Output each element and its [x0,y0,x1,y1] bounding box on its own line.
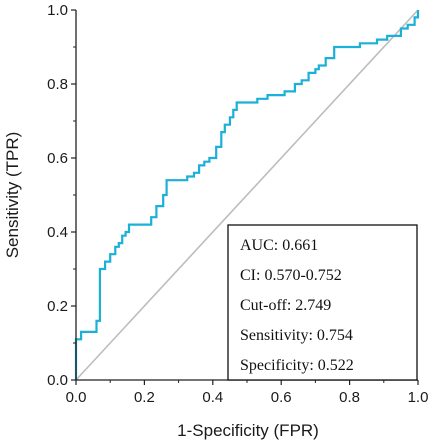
stat-auc: AUC: 0.661 [240,237,318,254]
y-tick-label: 1.0 [47,2,68,19]
plot-area [74,9,420,381]
roc-curve [74,10,420,380]
stat-sensitivity: Sensitivity: 0.754 [240,327,353,344]
axis-labels: 1-Specificity (FPR) Sensitivity (TPR) [3,132,319,440]
stat-cutoff: Cut-off: 2.749 [240,297,331,314]
stats-box: AUC: 0.661 CI: 0.570-0.752 Cut-off: 2.74… [227,224,418,381]
axes: 0.0 0.2 0.4 0.6 0.8 1.0 0.0 0.2 0.4 0.6 0.8 1.0 [47,2,428,406]
y-tick-label: 0.4 [47,224,68,241]
x-tick-label: 0.2 [134,389,155,406]
x-tick-label: 0.6 [271,389,292,406]
diagonal-reference-line [75,9,419,381]
y-tick-label: 0.8 [47,76,68,93]
x-tick-label: 0.0 [66,389,87,406]
x-tick-label: 0.8 [339,389,360,406]
y-tick-label: 0.6 [47,150,68,167]
stats-box-frame [227,224,418,381]
y-tick-label: 0.2 [47,298,68,315]
stat-specificity: Specificity: 0.522 [240,357,354,374]
y-tick-label: 0.0 [47,372,68,389]
stat-ci: CI: 0.570-0.752 [240,267,342,284]
x-tick-label: 1.0 [408,389,429,406]
y-axis-title: Sensitivity (TPR) [3,132,22,259]
x-tick-label: 0.4 [202,389,223,406]
x-axis-title: 1-Specificity (FPR) [177,421,319,440]
